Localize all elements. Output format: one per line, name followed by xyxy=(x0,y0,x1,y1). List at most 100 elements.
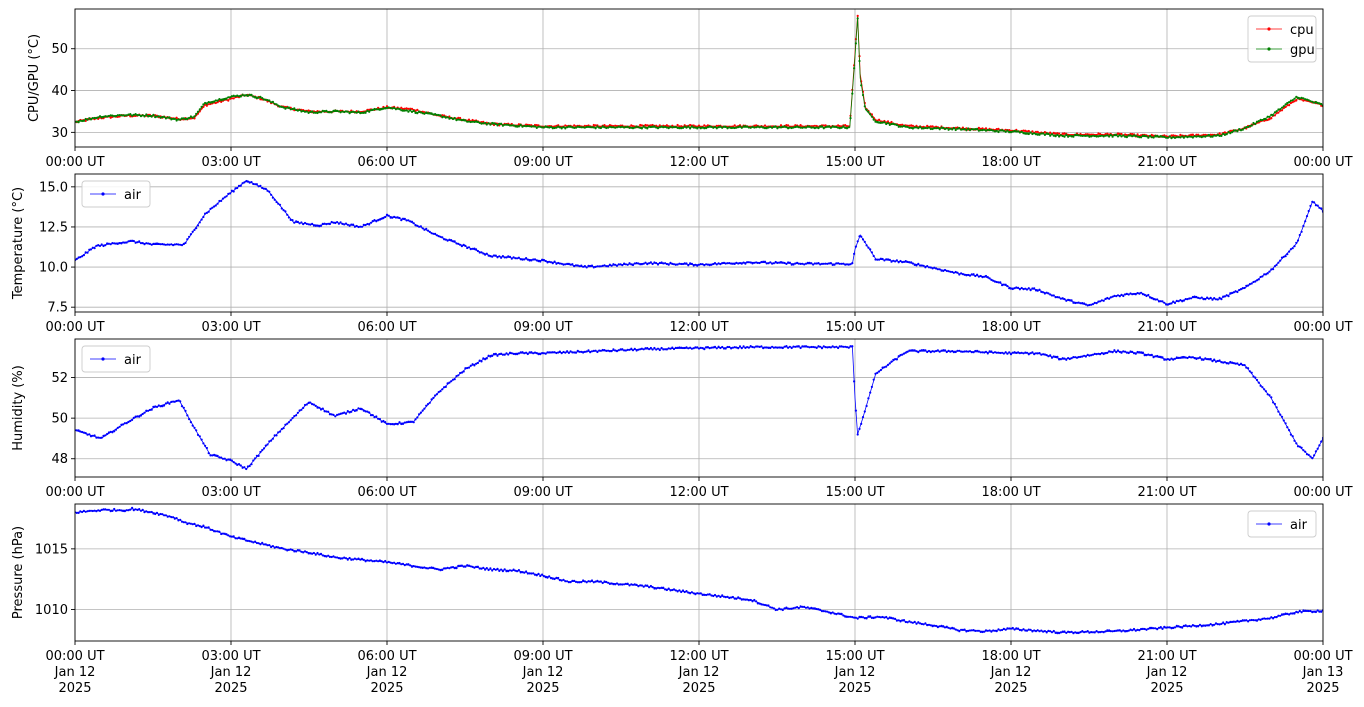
data-point xyxy=(122,114,125,117)
data-point xyxy=(213,453,216,456)
data-point xyxy=(539,125,542,128)
data-point xyxy=(869,391,872,394)
data-point xyxy=(539,574,542,578)
data-point xyxy=(1013,628,1016,631)
data-point xyxy=(983,275,986,278)
data-point xyxy=(883,121,886,124)
data-point xyxy=(1095,630,1098,633)
data-point xyxy=(371,108,374,111)
data-point xyxy=(1002,627,1006,630)
data-point xyxy=(189,421,192,424)
data-point xyxy=(931,625,934,628)
data-point xyxy=(138,113,141,117)
data-point xyxy=(430,398,433,401)
data-point xyxy=(817,345,820,348)
data-point xyxy=(853,252,856,255)
data-point xyxy=(1184,356,1187,359)
data-point xyxy=(496,124,499,127)
data-point xyxy=(1250,371,1253,374)
x-tick-label: 18:00 UT xyxy=(981,155,1040,170)
data-point xyxy=(86,251,89,254)
data-point xyxy=(516,257,519,260)
data-point xyxy=(1157,355,1161,358)
data-point xyxy=(1157,300,1161,303)
data-point xyxy=(954,628,957,631)
x-tick-label: 03:00 UT xyxy=(201,320,260,335)
data-point xyxy=(569,350,572,353)
data-point xyxy=(1100,299,1103,302)
data-point xyxy=(175,399,178,403)
data-point xyxy=(1179,136,1182,139)
data-point xyxy=(262,447,266,450)
data-point xyxy=(840,612,843,616)
data-point xyxy=(1129,350,1132,353)
data-point xyxy=(1067,630,1070,633)
data-point xyxy=(396,216,399,219)
data-point xyxy=(1263,119,1266,122)
data-point xyxy=(594,349,597,352)
data-point xyxy=(1272,114,1275,117)
data-point xyxy=(751,345,754,349)
data-point xyxy=(214,204,217,207)
data-point xyxy=(683,590,686,594)
data-point xyxy=(196,433,200,436)
data-point xyxy=(730,347,733,350)
data-point xyxy=(640,584,644,587)
data-point xyxy=(908,126,911,129)
data-point xyxy=(640,127,644,130)
data-point xyxy=(954,350,957,354)
data-point xyxy=(656,347,660,350)
data-point xyxy=(644,584,647,587)
data-point xyxy=(446,382,449,385)
data-point xyxy=(1172,134,1175,137)
data-point xyxy=(239,464,242,467)
data-point xyxy=(1072,356,1075,359)
data-point xyxy=(949,350,952,353)
data-point xyxy=(100,243,103,246)
data-point xyxy=(1042,291,1045,294)
data-point xyxy=(1097,352,1100,355)
data-point xyxy=(767,262,770,265)
data-point xyxy=(221,457,225,460)
data-point xyxy=(1074,631,1077,634)
data-point xyxy=(1243,364,1246,367)
data-point xyxy=(1218,623,1221,626)
data-point xyxy=(886,258,890,261)
data-point xyxy=(216,454,219,457)
data-point xyxy=(139,242,143,245)
data-point xyxy=(1149,626,1152,629)
data-point xyxy=(163,115,166,118)
data-point xyxy=(278,547,282,550)
data-point xyxy=(940,269,943,272)
data-point xyxy=(223,98,226,101)
data-point xyxy=(1220,622,1223,626)
data-point xyxy=(1113,133,1116,137)
data-point xyxy=(298,222,301,225)
data-point xyxy=(1295,95,1298,98)
data-point xyxy=(1058,632,1061,635)
data-point xyxy=(180,117,184,120)
data-point xyxy=(1090,303,1093,306)
data-point xyxy=(369,559,373,562)
data-point xyxy=(578,125,581,129)
data-point xyxy=(245,467,248,471)
data-point xyxy=(897,355,900,358)
data-point xyxy=(1206,134,1209,137)
data-point xyxy=(1049,131,1052,134)
data-point xyxy=(1234,129,1237,132)
data-point xyxy=(95,436,98,439)
data-point xyxy=(765,604,768,607)
data-point xyxy=(396,562,399,565)
data-point xyxy=(929,125,932,128)
data-point xyxy=(721,262,724,265)
data-point xyxy=(1266,115,1269,118)
data-point xyxy=(270,545,273,549)
data-point xyxy=(706,124,710,127)
data-point xyxy=(1079,631,1082,634)
data-point xyxy=(1272,401,1275,404)
data-point xyxy=(1034,133,1038,136)
data-point xyxy=(612,583,615,586)
data-point xyxy=(901,619,904,622)
data-point xyxy=(908,124,911,127)
data-point xyxy=(594,265,597,268)
